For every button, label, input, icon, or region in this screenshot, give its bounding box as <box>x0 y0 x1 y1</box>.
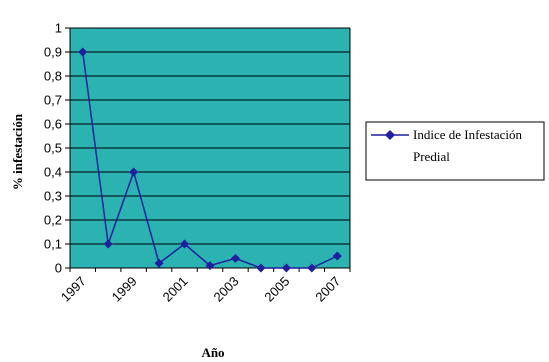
y-tick-label: 0,1 <box>44 237 62 252</box>
x-tick-label: 1999 <box>109 274 140 305</box>
x-tick-label: 2003 <box>211 274 242 305</box>
data-point <box>180 239 190 249</box>
legend-label-series: Indice de Infestación Predial <box>413 127 523 164</box>
y-tick-label: 0,4 <box>44 165 62 180</box>
x-tick-label: 2001 <box>160 274 191 305</box>
y-tick-label: 0,7 <box>44 93 62 108</box>
data-point <box>256 263 266 273</box>
y-tick-label: 0,3 <box>44 189 62 204</box>
legend-label-line: Predial <box>413 149 450 164</box>
x-tick-label: 2005 <box>261 274 292 305</box>
data-point <box>205 261 215 271</box>
data-point <box>307 263 317 273</box>
data-point <box>281 263 291 273</box>
legend-box <box>365 121 545 181</box>
series-layer <box>78 47 342 273</box>
y-axis-ticks: 0 0,1 0,2 0,3 0,4 0,5 0,6 0,7 0,8 0,9 1 <box>44 21 351 276</box>
y-tick-label: 0,5 <box>44 141 62 156</box>
x-axis-title: Año <box>201 345 224 360</box>
data-point <box>332 251 342 261</box>
data-point <box>78 47 88 57</box>
y-axis-title: % infestación <box>10 113 25 190</box>
data-point <box>103 239 113 249</box>
y-tick-label: 0,9 <box>44 45 62 60</box>
legend-label-line: Indice de Infestación <box>413 127 523 142</box>
x-tick-label: 2007 <box>312 274 343 305</box>
x-tick-label: 1997 <box>58 274 89 305</box>
y-tick-label: 0,2 <box>44 213 62 228</box>
data-point <box>154 258 164 268</box>
y-tick-label: 0 <box>55 261 62 276</box>
x-axis-ticks: 1997 1999 2001 2003 2005 2007 <box>58 268 351 305</box>
y-tick-label: 0,6 <box>44 117 62 132</box>
data-point <box>129 167 139 177</box>
data-point <box>230 253 240 263</box>
y-tick-label: 0,8 <box>44 69 62 84</box>
legend-marker <box>385 130 395 140</box>
y-tick-label: 1 <box>55 21 62 36</box>
legend: Indice de Infestación Predial <box>365 121 545 181</box>
